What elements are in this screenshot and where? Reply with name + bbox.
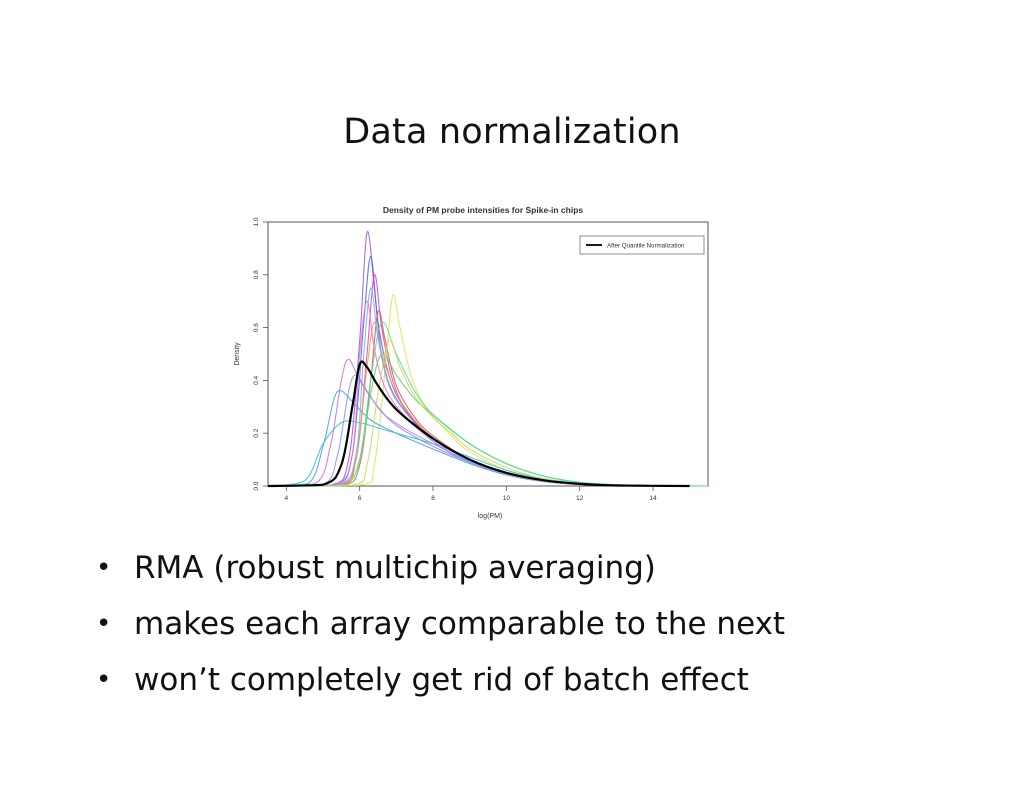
y-tick-label: 0.4 bbox=[253, 376, 260, 385]
bullet-list: RMA (robust multichip averaging) makes e… bbox=[94, 540, 785, 708]
legend: After Quantile Normalization bbox=[579, 235, 705, 255]
axis-layer: 4 6 8 10 12 14 0.0 0.2 0.4 0.6 0.8 1.0 bbox=[253, 217, 657, 502]
y-tick-label: 1.0 bbox=[253, 217, 260, 226]
density-chart: Density of PM probe intensities for Spik… bbox=[228, 196, 718, 526]
bullet-rma: RMA (robust multichip averaging) bbox=[94, 540, 785, 596]
x-tick-label: 10 bbox=[503, 495, 511, 502]
x-axis-label: log(PM) bbox=[478, 513, 503, 520]
y-tick-label: 0.2 bbox=[253, 428, 260, 437]
x-tick-label: 14 bbox=[649, 495, 657, 502]
legend-entry: After Quantile Normalization bbox=[607, 243, 685, 250]
x-tick-label: 4 bbox=[285, 495, 289, 502]
legend-box bbox=[579, 235, 705, 255]
bullet-comparable: makes each array comparable to the next bbox=[94, 596, 785, 652]
y-tick-label: 0.0 bbox=[253, 481, 260, 490]
y-tick-label: 0.6 bbox=[253, 323, 260, 332]
density-chart-svg: Density of PM probe intensities for Spik… bbox=[228, 196, 718, 526]
y-axis-label: Density bbox=[234, 342, 241, 366]
series-line-quantile-normalized bbox=[267, 360, 690, 488]
series-layer bbox=[267, 230, 709, 488]
x-tick-label: 8 bbox=[431, 495, 435, 502]
x-tick-label: 6 bbox=[358, 495, 362, 502]
x-tick-label: 12 bbox=[576, 495, 584, 502]
y-tick-label: 0.8 bbox=[253, 270, 260, 279]
bullet-batch-effect: won’t completely get rid of batch effect bbox=[94, 652, 785, 708]
slide-title: Data normalization bbox=[343, 112, 681, 152]
chart-title: Density of PM probe intensities for Spik… bbox=[383, 205, 584, 215]
plot-frame bbox=[267, 221, 709, 487]
